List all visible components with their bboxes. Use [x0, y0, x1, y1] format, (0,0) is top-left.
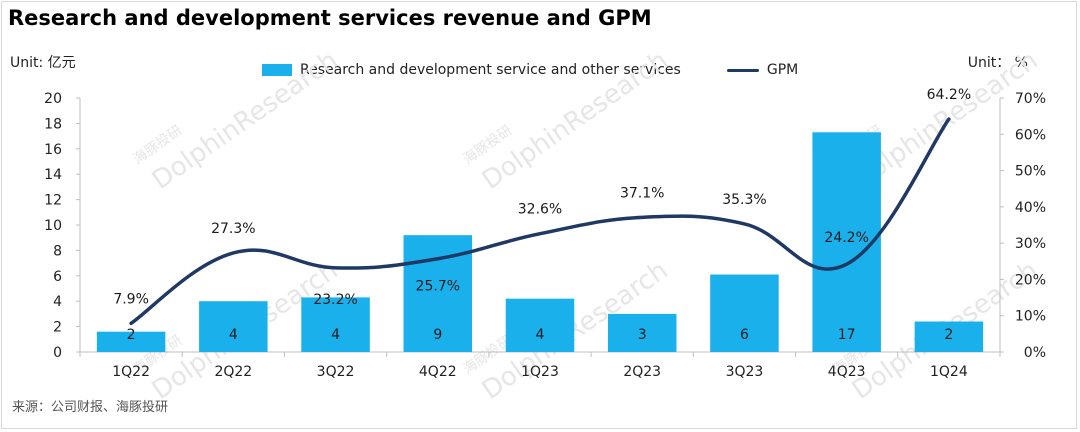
x-axis-tick-label: 1Q24 [930, 364, 968, 380]
right-axis-tick-label: 20% [1015, 272, 1046, 288]
revenue-bar [301, 297, 370, 352]
legend-bar-swatch [262, 64, 292, 76]
left-axis-tick-label: 4 [53, 294, 62, 310]
watermark-text: DolphinResearch [147, 45, 344, 195]
legend-line-label: GPM [766, 62, 799, 78]
x-axis-tick-label: 2Q23 [623, 364, 661, 380]
watermark-text: DolphinResearch [477, 45, 674, 195]
revenue-bar [199, 301, 268, 352]
labels-layer: 2 4 4 9 4 3 6 17 2 7.9% 27.3% 23.2% 25.7% 32.6% 37.1% 3… [113, 87, 971, 343]
bar-value-label: 3 [638, 327, 647, 343]
left-axis-unit: Unit: 亿元 [10, 55, 76, 71]
gpm-value-label: 7.9% [113, 291, 149, 307]
bar-value-label: 2 [127, 327, 136, 343]
left-axis-tick-label: 6 [53, 269, 62, 285]
right-axis-tick-label: 70% [1015, 91, 1046, 107]
bar-value-label: 6 [740, 327, 749, 343]
right-axis-tick-label: 30% [1015, 236, 1046, 252]
left-axis-tick-label: 18 [44, 116, 62, 132]
x-axis-tick-label: 2Q22 [214, 364, 252, 380]
right-axis-tick-label: 50% [1015, 164, 1046, 180]
revenue-bar [914, 321, 984, 352]
gpm-value-label: 25.7% [416, 279, 460, 295]
x-axis-tick-label: 3Q23 [726, 364, 764, 380]
bar-value-label: 4 [229, 327, 238, 343]
left-axis-tick-label: 14 [44, 167, 62, 183]
revenue-bar [710, 274, 779, 352]
x-axis-tick-label: 1Q23 [521, 364, 559, 380]
chart-title: Research and development services revenu… [8, 6, 652, 30]
gpm-line-layer [129, 117, 951, 326]
revenue-bar [96, 331, 166, 352]
left-axis-tick-label: 10 [44, 218, 62, 234]
revenue-bar [505, 298, 575, 352]
bar-value-label: 9 [433, 327, 442, 343]
left-axis-tick-label: 16 [44, 142, 62, 158]
revenue-bar [812, 132, 881, 352]
right-axis-unit: Unit： % [967, 55, 1028, 71]
bar-value-label: 4 [331, 327, 340, 343]
revenue-bar [607, 313, 677, 352]
left-axis-tick-label: 2 [53, 320, 62, 336]
gpm-value-label: 27.3% [211, 221, 255, 237]
gpm-value-label: 32.6% [518, 202, 562, 218]
right-axis-tick-label: 40% [1015, 200, 1046, 216]
gpm-value-label: 23.2% [313, 292, 357, 308]
right-axis-tick-label: 10% [1015, 309, 1046, 325]
left-axis-tick-label: 8 [53, 243, 62, 259]
bar-value-label: 4 [536, 327, 545, 343]
x-axis-tick-label: 3Q22 [317, 364, 355, 380]
bars-layer [96, 132, 984, 352]
gpm-line [129, 117, 951, 326]
left-axis-tick-label: 0 [53, 345, 62, 361]
gpm-value-label: 24.2% [824, 230, 868, 246]
source-note: 来源：公司财报、海豚投研 [12, 400, 169, 415]
gpm-value-label: 37.1% [620, 185, 664, 201]
right-axis-tick-label: 60% [1015, 127, 1046, 143]
right-axis-tick-label: 0% [1024, 345, 1046, 361]
legend: Research and development service and oth… [262, 60, 798, 80]
bar-value-label: 2 [944, 327, 953, 343]
left-axis-tick-label: 12 [44, 193, 62, 209]
x-axis-tick-label: 1Q22 [112, 364, 150, 380]
legend-line-swatch [726, 68, 759, 72]
legend-bar-label: Research and development service and oth… [300, 62, 681, 78]
x-axis-tick-label: 4Q22 [419, 364, 457, 380]
gpm-value-label: 64.2% [927, 87, 971, 103]
x-axis-tick-label: 4Q23 [828, 364, 866, 380]
bar-value-label: 17 [838, 327, 856, 343]
gpm-value-label: 35.3% [722, 192, 766, 208]
left-axis-tick-label: 20 [44, 91, 62, 107]
